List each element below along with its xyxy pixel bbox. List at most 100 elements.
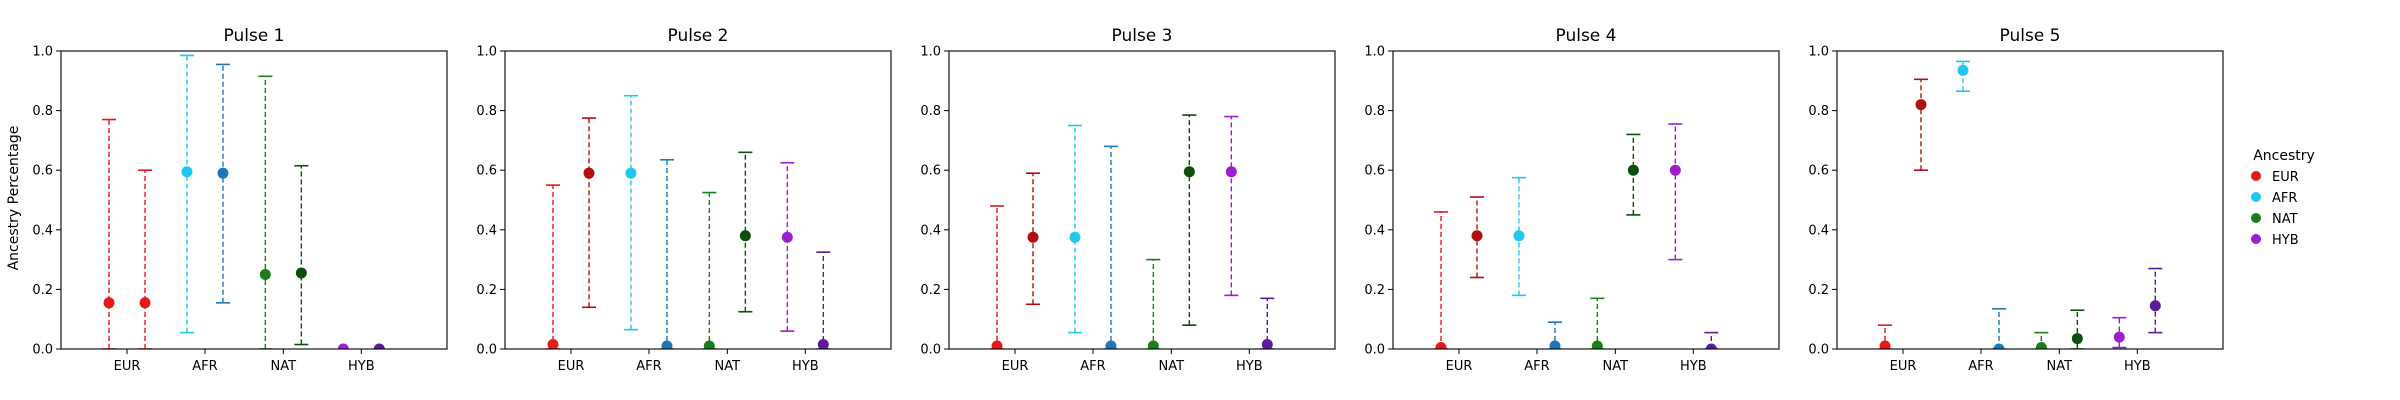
y-tick-label: 0.0 [920, 343, 941, 358]
legend-entry-hyb: HYB [2251, 233, 2299, 248]
y-tick-label: 1.0 [1364, 45, 1385, 60]
axes-frame [1836, 50, 2224, 350]
x-tick-label: HYB [1236, 359, 1263, 374]
y-tick-label: 0.4 [476, 223, 497, 238]
x-tick-label: EUR [1446, 359, 1473, 374]
legend-entry-nat: NAT [2251, 212, 2298, 227]
x-tick-label: HYB [792, 359, 819, 374]
x-tick-label: AFR [636, 359, 661, 374]
x-tick-label: AFR [1080, 359, 1105, 374]
data-point [1705, 343, 1717, 349]
y-tick-label: 0.4 [920, 223, 941, 238]
y-tick-label: 1.0 [32, 45, 53, 60]
y-tick-label: 0.8 [1808, 104, 1829, 119]
y-tick-label: 0.8 [1364, 104, 1385, 119]
y-tick-label: 0.0 [32, 343, 53, 358]
data-point [703, 340, 715, 349]
legend-label: AFR [2272, 191, 2297, 206]
x-tick-label: NAT [271, 359, 297, 374]
data-point [817, 339, 829, 349]
panel-title: Pulse 4 [1556, 26, 1617, 46]
y-tick-label: 0.2 [476, 283, 497, 298]
panel-2: Pulse 2 0.0 0.2 0.4 0.6 0.8 1.0 EUR AFR NAT HYB [476, 26, 892, 374]
legend-title: Ancestry [2253, 148, 2315, 164]
y-axis-label: Ancestry Percentage [6, 126, 22, 271]
data-layer [102, 54, 385, 349]
x-tick-label: AFR [1968, 359, 1993, 374]
legend: Ancestry EUR AFR NAT HYB [2251, 148, 2315, 248]
data-point [139, 297, 151, 309]
legend-entry-eur: EUR [2251, 170, 2299, 185]
data-point [991, 340, 1003, 349]
y-tick-label: 0.2 [1364, 283, 1385, 298]
data-point [1471, 230, 1483, 242]
y-tick-label: 0.8 [920, 104, 941, 119]
data-point [1915, 99, 1927, 111]
axes-frame [60, 50, 448, 350]
y-tick-label: 0.2 [32, 283, 53, 298]
axes-frame [504, 50, 892, 350]
x-tick-label: NAT [1603, 359, 1629, 374]
y-tick-label: 0.8 [476, 104, 497, 119]
data-point [1513, 230, 1525, 242]
data-layer [546, 94, 831, 349]
x-tick-label: EUR [558, 359, 585, 374]
data-point [181, 166, 193, 178]
x-tick-label: HYB [2124, 359, 2151, 374]
data-point [739, 230, 751, 242]
data-point [373, 343, 385, 349]
y-tick-label: 0.6 [920, 164, 941, 179]
data-point [1261, 339, 1273, 349]
data-point [1147, 340, 1159, 349]
data-point [1435, 342, 1447, 349]
panel-title: Pulse 2 [668, 26, 729, 46]
panel-3: Pulse 3 0.0 0.2 0.4 0.6 0.8 1.0 EUR AFR NAT HYB [920, 26, 1336, 374]
x-tick-label: EUR [1002, 359, 1029, 374]
data-point [1225, 166, 1237, 178]
data-point [781, 231, 793, 243]
data-point [1993, 343, 2005, 349]
y-tick-label: 0.0 [1364, 343, 1385, 358]
y-tick-label: 0.0 [1808, 343, 1829, 358]
legend-label: NAT [2272, 212, 2298, 227]
y-tick-label: 1.0 [1808, 45, 1829, 60]
panels: Pulse 1 0.0 0.2 0.4 0.6 0.8 1.0 EUR AFR NAT HYB Pul… [32, 26, 2224, 374]
data-point [295, 267, 307, 279]
data-point [1627, 164, 1639, 176]
x-tick-label: EUR [1890, 359, 1917, 374]
x-tick-label: EUR [114, 359, 141, 374]
y-tick-label: 0.4 [1364, 223, 1385, 238]
y-tick-label: 0.6 [32, 164, 53, 179]
axes-frame [1392, 50, 1780, 350]
panel-title: Pulse 5 [2000, 26, 2061, 46]
legend-marker [2251, 192, 2261, 202]
data-point [625, 167, 637, 179]
y-tick-label: 0.4 [32, 223, 53, 238]
data-point [1957, 64, 1969, 76]
legend-label: HYB [2272, 233, 2299, 248]
x-tick-label: AFR [192, 359, 217, 374]
x-tick-label: HYB [1680, 359, 1707, 374]
y-tick-label: 0.6 [1808, 164, 1829, 179]
data-point [337, 343, 349, 349]
data-point [259, 269, 271, 280]
data-point [217, 167, 229, 179]
x-tick-label: NAT [2047, 359, 2073, 374]
data-point [1105, 340, 1117, 349]
panel-5: Pulse 5 0.0 0.2 0.4 0.6 0.8 1.0 EUR AFR NAT HYB [1808, 26, 2224, 374]
data-point [2113, 331, 2125, 343]
legend-marker [2251, 213, 2261, 223]
data-layer [990, 114, 1275, 349]
y-tick-label: 0.8 [32, 104, 53, 119]
data-layer [1878, 60, 2163, 349]
data-point [583, 167, 595, 179]
data-point [1183, 166, 1195, 178]
y-tick-label: 0.4 [1808, 223, 1829, 238]
data-point [547, 339, 559, 349]
axes-frame [948, 50, 1336, 350]
panel-title: Pulse 1 [224, 26, 285, 46]
y-tick-label: 1.0 [476, 45, 497, 60]
data-point [2149, 300, 2161, 312]
legend-entry-afr: AFR [2251, 191, 2297, 206]
